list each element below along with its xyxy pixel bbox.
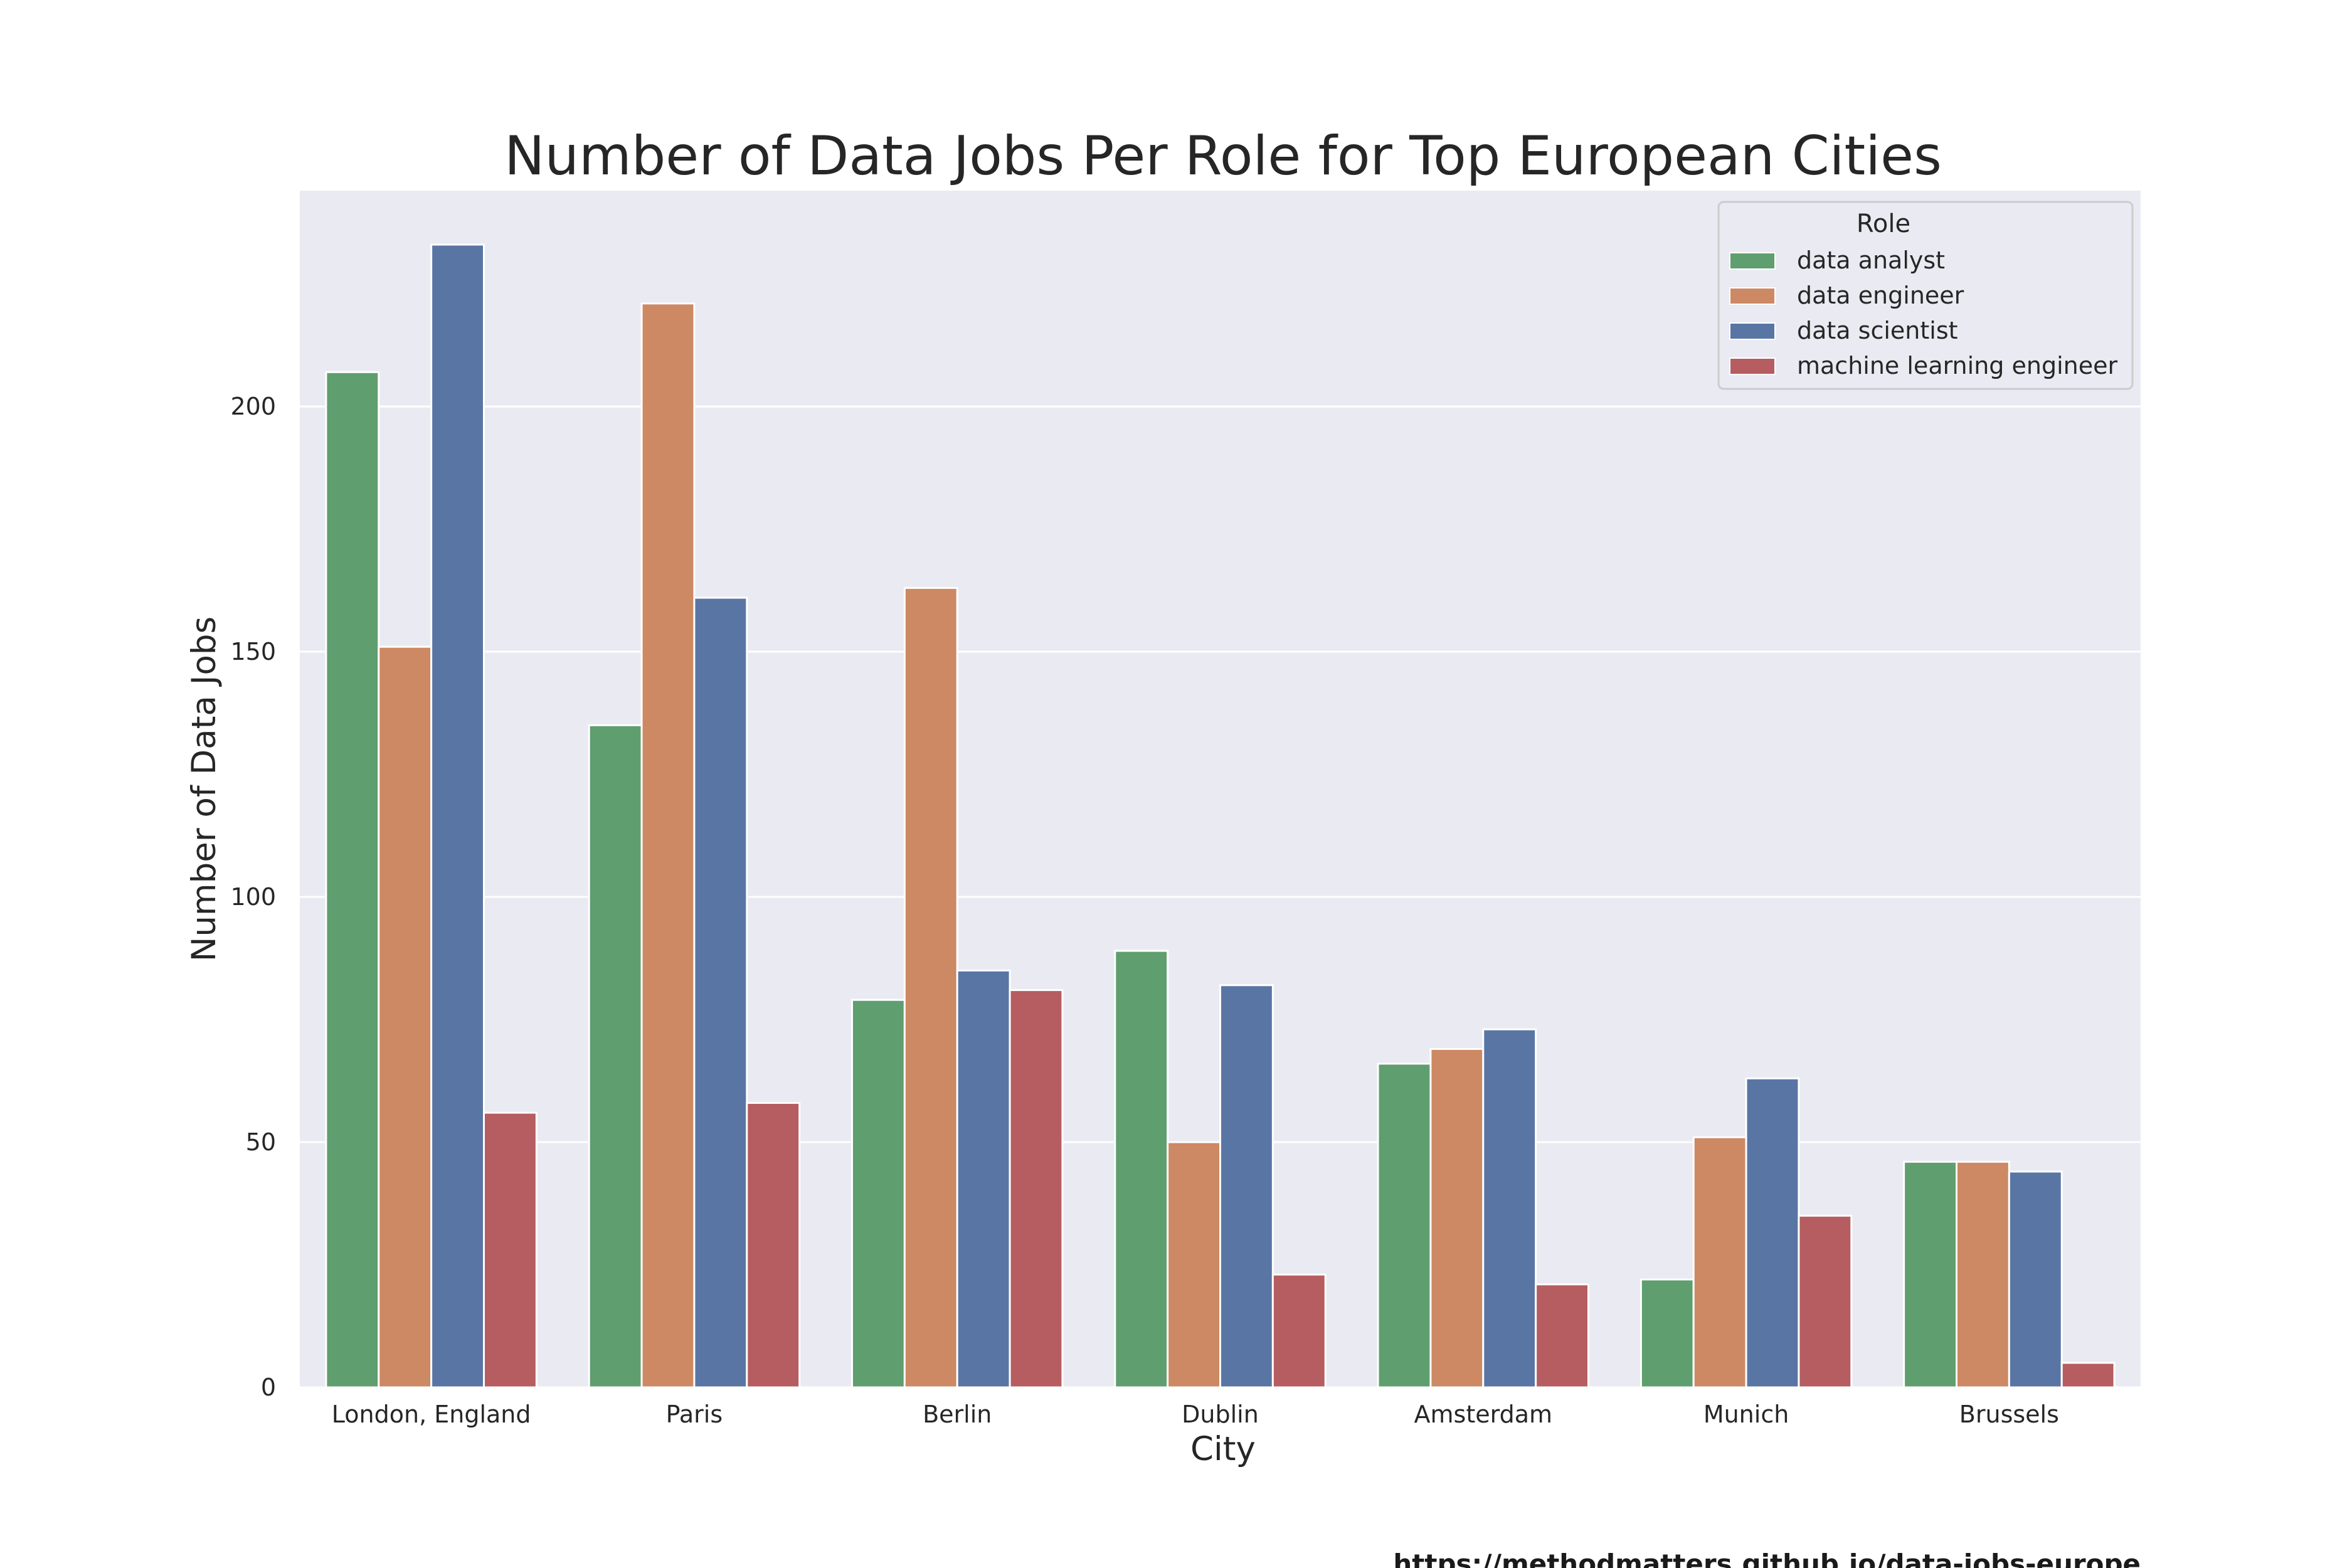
legend-label: machine learning engineer <box>1797 352 2117 379</box>
bar-machine-learning-engineer-5 <box>1798 1214 1853 1389</box>
bar-machine-learning-engineer-0 <box>483 1111 538 1389</box>
source-url: https://methodmatters.github.io/data-job… <box>1393 1549 2141 1568</box>
x-axis-ticks: London, England Paris Berlin Dublin Amsterda… <box>332 1401 2059 1428</box>
x-tick-label: Dublin <box>1182 1401 1259 1428</box>
x-tick-label: Munich <box>1703 1401 1789 1428</box>
bar-data-engineer-5 <box>1692 1136 1747 1389</box>
y-tick-label: 0 <box>261 1374 276 1401</box>
bar-data-scientist-1 <box>693 596 748 1389</box>
legend-box <box>1717 201 2134 390</box>
bar-machine-learning-engineer-2 <box>1009 989 1064 1389</box>
y-tick-label: 100 <box>230 883 276 911</box>
bar-data-analyst-3 <box>1114 950 1169 1389</box>
bar-data-scientist-5 <box>1745 1077 1800 1389</box>
bar-data-scientist-2 <box>956 969 1011 1389</box>
legend-swatch <box>1729 287 1776 305</box>
bar-data-analyst-1 <box>588 724 643 1389</box>
bar-data-analyst-5 <box>1640 1278 1695 1389</box>
y-axis-ticks: 0 50 100 150 200 <box>230 393 276 1401</box>
y-tick-label: 150 <box>230 638 276 665</box>
bar-data-scientist-3 <box>1219 984 1274 1389</box>
legend-label: data engineer <box>1797 282 1964 309</box>
x-tick-label: Paris <box>666 1401 723 1428</box>
legend: Role data analyst data engineer data scien… <box>1717 201 2134 390</box>
x-axis-label: City <box>1190 1430 1256 1468</box>
bar-data-engineer-0 <box>378 645 433 1389</box>
legend-label: data analyst <box>1797 246 1945 274</box>
y-tick-label: 200 <box>230 393 276 420</box>
legend-swatch <box>1729 252 1776 270</box>
legend-swatch <box>1729 322 1776 340</box>
bar-data-scientist-6 <box>2008 1170 2063 1389</box>
bar-data-analyst-6 <box>1903 1160 1957 1389</box>
legend-title: Role <box>1857 209 1910 238</box>
bar-machine-learning-engineer-1 <box>746 1101 801 1389</box>
bar-data-engineer-3 <box>1167 1141 1221 1389</box>
bar-data-scientist-0 <box>430 243 485 1389</box>
chart-title: Number of Data Jobs Per Role for Top Eur… <box>504 125 1942 188</box>
x-tick-label: London, England <box>332 1401 531 1428</box>
bar-data-scientist-4 <box>1482 1028 1537 1389</box>
legend-items: data analyst data engineer data scientist m… <box>1729 246 2117 379</box>
bar-machine-learning-engineer-3 <box>1271 1273 1327 1389</box>
bar-data-engineer-1 <box>640 302 696 1389</box>
x-tick-label: Brussels <box>1959 1401 2059 1428</box>
legend-swatch <box>1729 358 1776 375</box>
bars <box>325 243 2116 1389</box>
legend-label: data scientist <box>1797 317 1958 344</box>
bar-data-engineer-6 <box>1956 1160 2010 1389</box>
bar-data-engineer-4 <box>1429 1047 1485 1389</box>
x-tick-label: Berlin <box>923 1401 992 1428</box>
x-tick-label: Amsterdam <box>1414 1401 1552 1428</box>
bar-data-analyst-0 <box>325 371 380 1389</box>
y-axis-label: Number of Data Jobs <box>185 617 223 961</box>
bar-data-analyst-2 <box>851 999 906 1389</box>
bar-data-engineer-2 <box>903 586 958 1389</box>
bar-data-analyst-4 <box>1377 1062 1432 1389</box>
bar-machine-learning-engineer-6 <box>2060 1362 2116 1389</box>
y-tick-label: 50 <box>246 1128 276 1156</box>
bar-machine-learning-engineer-4 <box>1535 1283 1589 1389</box>
